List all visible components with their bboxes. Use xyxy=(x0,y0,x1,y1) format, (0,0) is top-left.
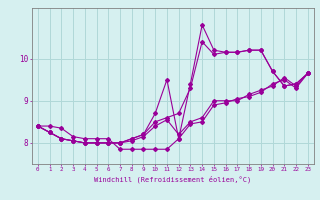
X-axis label: Windchill (Refroidissement éolien,°C): Windchill (Refroidissement éolien,°C) xyxy=(94,175,252,183)
